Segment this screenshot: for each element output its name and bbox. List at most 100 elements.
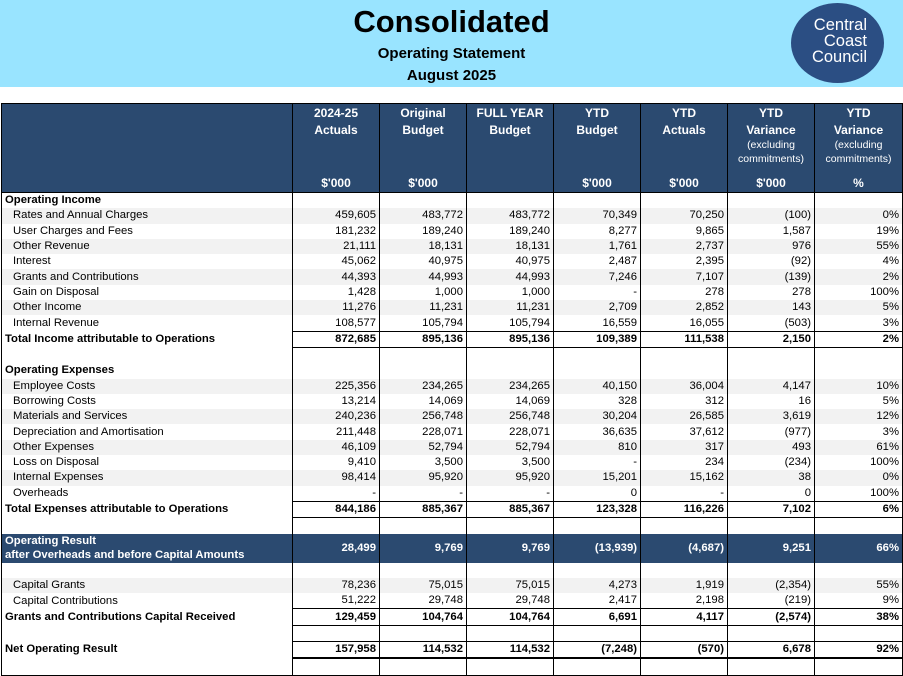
value-cell xyxy=(640,562,728,578)
value-cell: 44,393 xyxy=(292,269,380,285)
value-cell: 11,276 xyxy=(292,300,380,316)
value-cell: 2,198 xyxy=(640,593,728,609)
value-cell: 2% xyxy=(814,330,903,348)
value-cell: 11,231 xyxy=(379,300,467,316)
value-cell xyxy=(292,658,380,676)
column-header-note: commitments) xyxy=(738,153,804,165)
column-unit: % xyxy=(853,176,864,190)
value-cell: (219) xyxy=(727,593,815,609)
column-header-line: Budget xyxy=(576,123,618,137)
value-cell: 29,748 xyxy=(379,593,467,609)
value-cell: 108,577 xyxy=(292,315,380,332)
value-cell: 885,367 xyxy=(379,500,467,519)
row-label xyxy=(1,517,293,534)
table-row: Internal Expenses 98,414 95,920 95,920 15,20… xyxy=(1,470,903,486)
value-cell: 256,748 xyxy=(379,409,467,425)
value-cell: 143 xyxy=(727,300,815,316)
table-row: Other Income 11,276 11,231 11,231 2,709 2,852… xyxy=(1,300,903,316)
value-cell: - xyxy=(379,485,467,502)
value-cell xyxy=(292,562,380,578)
value-cell: (503) xyxy=(727,315,815,332)
table-row: Interest 45,062 40,975 40,975 2,487 2,395 (92)… xyxy=(1,254,903,270)
value-cell: 5% xyxy=(814,300,903,316)
column-header-line: FULL YEAR xyxy=(476,106,544,120)
value-cell: (2,574) xyxy=(727,608,815,626)
value-cell: 29,748 xyxy=(466,593,554,609)
value-cell: 21,111 xyxy=(292,238,380,255)
value-cell xyxy=(814,562,903,578)
table-row: Other Expenses 46,109 52,794 52,794 810 317 49… xyxy=(1,439,903,456)
value-cell: 44,993 xyxy=(466,269,554,285)
value-cell: 2,709 xyxy=(553,300,641,316)
value-cell: 18,131 xyxy=(466,238,554,255)
value-cell: 2% xyxy=(814,269,903,285)
table-row: Grants and Contributions 44,393 44,993 44,9… xyxy=(1,269,903,285)
value-cell: 123,328 xyxy=(553,500,641,519)
value-cell: 28,499 xyxy=(292,533,380,563)
section-heading-row: Operating Expenses xyxy=(1,363,903,379)
row-label: Internal Expenses xyxy=(1,470,293,486)
blank-row xyxy=(1,658,903,676)
row-label xyxy=(1,562,293,578)
value-cell xyxy=(814,625,903,642)
value-cell: - xyxy=(292,485,380,502)
value-cell: 44,993 xyxy=(379,269,467,285)
value-cell xyxy=(727,347,815,364)
value-cell: 9,410 xyxy=(292,455,380,471)
value-cell: 234 xyxy=(640,455,728,471)
column-header-line: Budget xyxy=(402,123,444,137)
column-header-line: YTD xyxy=(759,106,783,120)
column-header: YTD Variance (excluding commitments)% xyxy=(814,103,903,193)
value-cell: 66% xyxy=(814,533,903,563)
value-cell: 100% xyxy=(814,455,903,471)
row-label: User Charges and Fees xyxy=(1,223,293,239)
column-header: YTD Budget $'000 xyxy=(553,103,641,193)
value-cell: 328 xyxy=(553,393,641,410)
value-cell: 483,772 xyxy=(466,208,554,224)
value-cell xyxy=(379,192,467,209)
value-cell: 9,251 xyxy=(727,533,815,563)
value-cell: 18,131 xyxy=(379,238,467,255)
value-cell: 14,069 xyxy=(379,393,467,410)
value-cell: 98,414 xyxy=(292,470,380,486)
value-cell: 55% xyxy=(814,238,903,255)
value-cell: 116,226 xyxy=(640,500,728,519)
value-cell: 7,107 xyxy=(640,269,728,285)
value-cell xyxy=(553,192,641,209)
value-cell: 104,764 xyxy=(466,608,554,626)
value-cell: 1,428 xyxy=(292,284,380,301)
row-label: Overheads xyxy=(1,485,293,502)
value-cell: (2,354) xyxy=(727,577,815,594)
value-cell: 312 xyxy=(640,393,728,410)
value-cell xyxy=(292,192,380,209)
value-cell xyxy=(466,625,554,642)
value-cell xyxy=(553,347,641,364)
value-cell: 36,635 xyxy=(553,424,641,440)
logo-line: Coast xyxy=(823,32,867,50)
value-cell xyxy=(292,347,380,364)
value-cell: 13,214 xyxy=(292,393,380,410)
value-cell: 52,794 xyxy=(379,439,467,456)
row-label: Total Expenses attributable to Operation… xyxy=(1,501,293,518)
value-cell: (7,248) xyxy=(553,641,641,660)
value-cell xyxy=(466,517,554,534)
row-label: Employee Costs xyxy=(1,378,293,394)
value-cell: 6,678 xyxy=(727,641,815,660)
value-cell: 38 xyxy=(727,470,815,486)
value-cell xyxy=(553,562,641,578)
section-heading-row: Operating Income xyxy=(1,192,903,209)
row-label xyxy=(1,658,293,676)
value-cell: 111,538 xyxy=(640,330,728,348)
value-cell xyxy=(640,363,728,379)
value-cell xyxy=(640,347,728,364)
value-cell xyxy=(466,562,554,578)
value-cell: 9% xyxy=(814,593,903,609)
column-header: 2024-25 Actuals $'000 xyxy=(292,103,380,193)
column-header-line: Variance xyxy=(746,123,796,137)
value-cell: 51,222 xyxy=(292,593,380,609)
value-cell: 109,389 xyxy=(553,330,641,348)
value-cell: 6% xyxy=(814,500,903,519)
blank-row xyxy=(1,517,903,534)
table-row: Capital Grants 78,236 75,015 75,015 4,273 1,9… xyxy=(1,577,903,594)
value-cell xyxy=(640,192,728,209)
